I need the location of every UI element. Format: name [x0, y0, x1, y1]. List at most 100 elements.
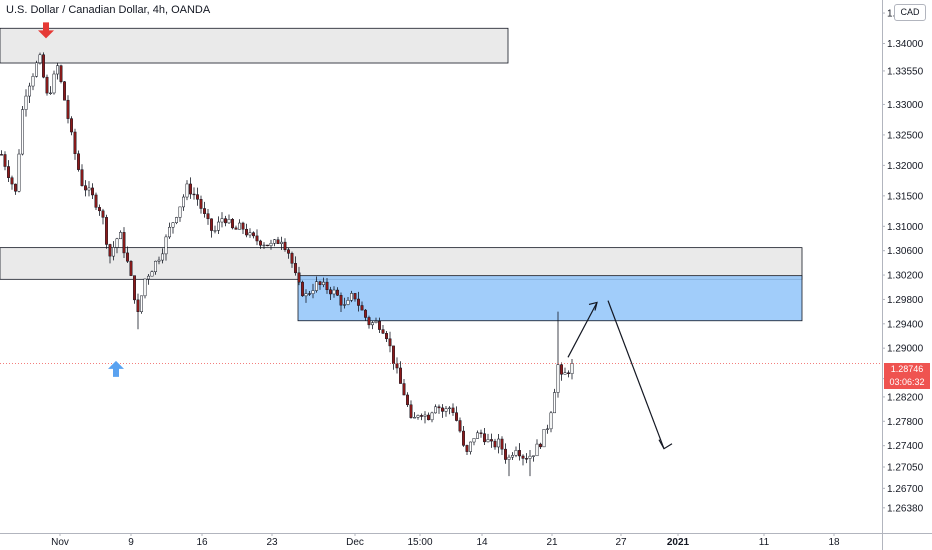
- x-tick-label: 23: [266, 537, 278, 548]
- candle-down: [70, 118, 73, 133]
- candle-down: [73, 131, 77, 155]
- candle-down: [283, 241, 287, 251]
- candle-down: [521, 455, 525, 459]
- candle-up: [21, 109, 24, 155]
- candle-up: [416, 415, 420, 418]
- candle-down: [59, 65, 63, 82]
- down-arrow-red-icon: [38, 22, 54, 39]
- candle-up: [213, 230, 217, 232]
- candle-down: [441, 407, 444, 412]
- candle-up: [35, 62, 38, 77]
- candle-up: [476, 432, 479, 439]
- candle-down: [10, 177, 14, 185]
- candle-up: [423, 414, 427, 417]
- candle-down: [84, 185, 87, 191]
- candle-down: [98, 207, 101, 212]
- candle-up: [112, 247, 115, 257]
- candle-down: [399, 367, 402, 384]
- chart-title: U.S. Dollar / Canadian Dollar, 4h, OANDA: [6, 4, 211, 16]
- candle-up: [227, 219, 231, 224]
- y-tick-label: 1.32500: [887, 130, 924, 141]
- y-tick-label: 1.30200: [887, 271, 924, 282]
- candle-up: [280, 241, 283, 245]
- candle-up: [532, 455, 535, 457]
- candle-down: [101, 210, 105, 218]
- candle-up: [563, 372, 567, 375]
- candle-up: [115, 238, 119, 248]
- candle-down: [308, 293, 311, 295]
- candle-up: [374, 320, 378, 323]
- y-tick-label: 1.33550: [887, 66, 924, 77]
- candle-up: [217, 221, 220, 231]
- candle-down: [339, 295, 343, 306]
- candle-down: [7, 166, 10, 178]
- y-tick-label: 1.31000: [887, 222, 924, 233]
- candle-down: [336, 289, 339, 296]
- candle-down: [189, 183, 192, 195]
- candle-up: [28, 85, 31, 97]
- y-tick-label: 1.27800: [887, 417, 924, 428]
- projection-arrowhead-up: [588, 301, 598, 311]
- x-tick-label: 2021: [667, 537, 690, 548]
- candle-up: [220, 218, 224, 223]
- candle-up: [87, 187, 91, 191]
- candle-down: [518, 450, 521, 457]
- zone-grey-0: [0, 27, 509, 64]
- candle-down: [192, 193, 196, 196]
- candle-up: [556, 364, 560, 393]
- candle-down: [122, 232, 126, 254]
- candle-down: [525, 458, 528, 460]
- candle-up: [52, 73, 56, 94]
- candle-up: [157, 259, 161, 262]
- candle-up: [350, 293, 353, 301]
- candle-up: [273, 239, 276, 244]
- candle-up: [17, 153, 21, 192]
- candle-up: [140, 295, 143, 312]
- candle-down: [402, 383, 406, 396]
- zone-grey-1: [0, 247, 803, 280]
- candle-up: [472, 438, 476, 443]
- candle-up: [175, 217, 178, 223]
- candle-up: [486, 439, 490, 443]
- candle-down: [255, 235, 259, 242]
- candle-down: [210, 218, 213, 231]
- x-tick-label: Dec: [346, 537, 364, 548]
- candle-up: [430, 412, 434, 421]
- y-tick-label: 1.29000: [887, 344, 924, 355]
- candle-up: [546, 428, 549, 430]
- candle-countdown-tag: 03:06:32: [884, 376, 930, 389]
- x-tick-label: 16: [196, 537, 208, 548]
- x-tick-label: Nov: [51, 537, 69, 548]
- candle-up: [507, 456, 511, 460]
- candle-up: [248, 232, 252, 236]
- candle-up: [528, 455, 532, 459]
- candle-down: [290, 253, 294, 264]
- candle-down: [196, 194, 199, 200]
- candle-down: [245, 228, 248, 236]
- candle-up: [542, 429, 546, 448]
- projection-line-up: [567, 302, 598, 358]
- candle-up: [343, 304, 346, 306]
- candle-down: [241, 222, 245, 230]
- candle-up: [24, 95, 28, 110]
- candle-up: [178, 206, 182, 218]
- candle-up: [269, 242, 273, 247]
- x-tick-label: 11: [759, 537, 770, 548]
- candle-down: [66, 99, 70, 119]
- candle-down: [367, 317, 371, 326]
- candle-down: [500, 438, 504, 450]
- candle-down: [420, 415, 423, 417]
- currency-label[interactable]: CAD: [894, 4, 926, 21]
- candle-down: [465, 445, 469, 452]
- candle-down: [234, 227, 238, 230]
- candle-down: [129, 261, 133, 276]
- candle-up: [238, 222, 241, 230]
- candle-down: [297, 272, 301, 283]
- candle-up: [182, 196, 185, 208]
- candle-up: [322, 281, 325, 285]
- x-tick-label: 18: [828, 537, 840, 548]
- candle-down: [406, 394, 409, 406]
- candle-down: [455, 412, 458, 421]
